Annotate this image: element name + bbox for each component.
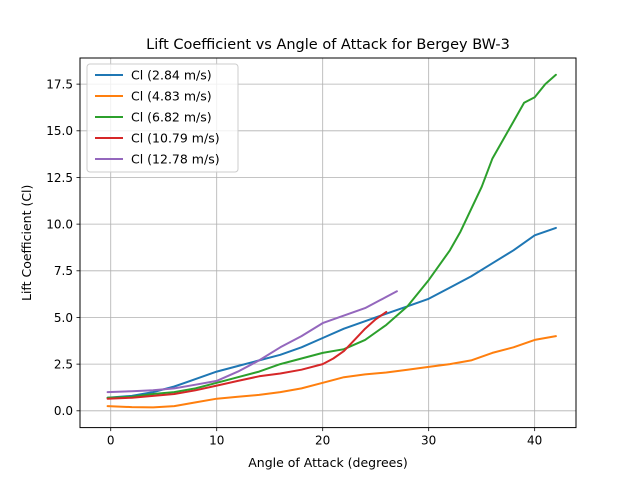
legend: Cl (2.84 m/s) Cl (4.83 m/s) Cl (6.82 m/s) C… xyxy=(86,63,239,173)
y-tick-label: 15.0 xyxy=(46,124,73,138)
y-tick-label: 10.0 xyxy=(46,217,73,231)
x-tick-label: 10 xyxy=(209,434,224,448)
y-tick-label: 5.0 xyxy=(54,311,73,325)
y-axis-label: Lift Coefficient (Cl) xyxy=(19,185,34,301)
tick-layer: 0 10 20 30 40 0.0 2.5 5.0 7.5 10.0 12.5 15.0 17.5 xyxy=(46,77,542,447)
x-axis-label: Angle of Attack (degrees) xyxy=(248,455,408,470)
y-tick-label: 12.5 xyxy=(46,171,73,185)
series-line-4 xyxy=(106,310,388,400)
legend-label: Cl (12.78 m/s) xyxy=(131,152,220,167)
legend-label: Cl (6.82 m/s) xyxy=(131,110,212,125)
series-line-3 xyxy=(106,73,557,399)
series-line-1 xyxy=(106,226,557,399)
x-tick-label: 30 xyxy=(421,434,436,448)
chart-title: Lift Coefficient vs Angle of Attack for … xyxy=(146,37,510,53)
y-tick-label: 17.5 xyxy=(46,77,73,91)
legend-label: Cl (4.83 m/s) xyxy=(131,89,212,104)
x-tick-label: 0 xyxy=(107,434,115,448)
x-tick-label: 40 xyxy=(527,434,542,448)
plot-frame xyxy=(79,57,577,429)
series-line-2 xyxy=(106,335,557,409)
y-tick-label: 2.5 xyxy=(54,357,73,371)
legend-frame xyxy=(86,63,239,173)
series-line-5 xyxy=(106,290,398,394)
y-tick-label: 7.5 xyxy=(54,264,73,278)
x-tick-label: 20 xyxy=(315,434,330,448)
y-tick-label: 0.0 xyxy=(54,404,73,418)
grid-layer xyxy=(80,58,576,428)
series-layer xyxy=(106,73,557,409)
legend-label: Cl (10.79 m/s) xyxy=(131,131,220,146)
legend-label: Cl (2.84 m/s) xyxy=(131,68,212,83)
